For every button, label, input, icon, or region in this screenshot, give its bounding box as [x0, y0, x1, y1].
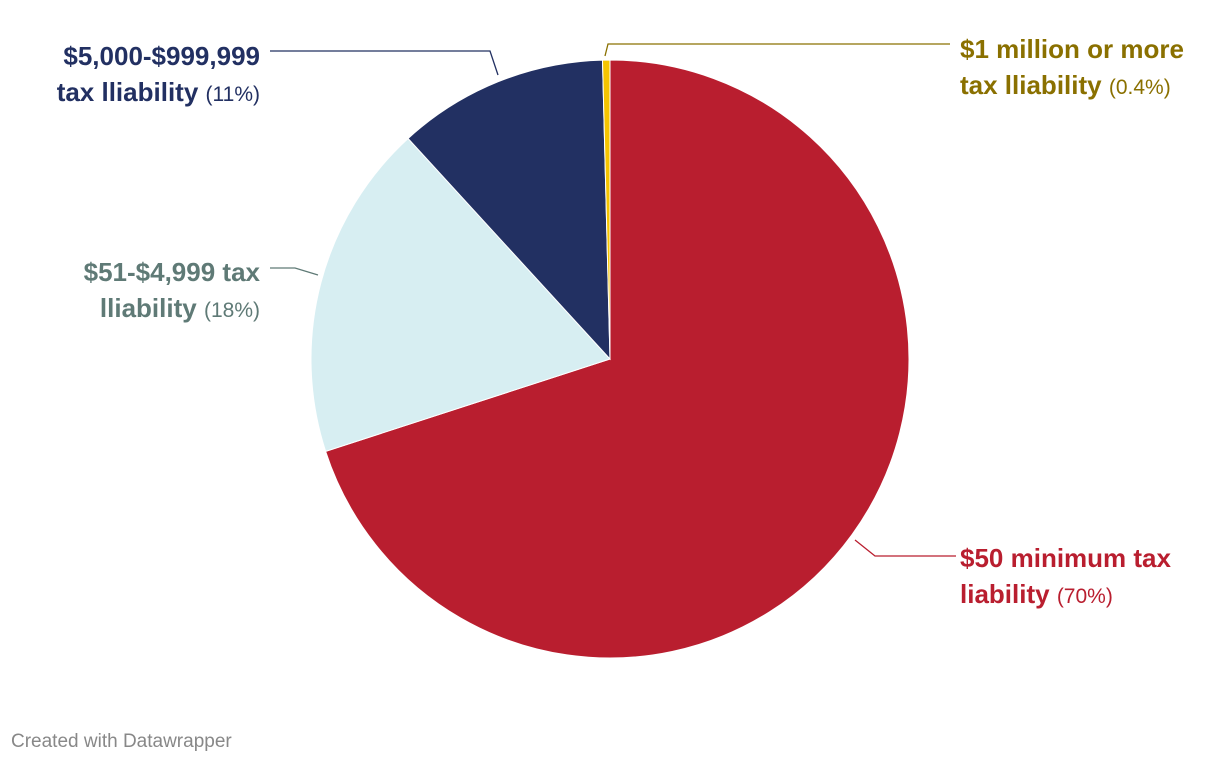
slice-label-51-4999-line2: lliability: [99, 293, 197, 323]
connector-line-1-million: [604, 43, 950, 57]
slice-label-min-tax: $50 minimum tax liability (70%): [960, 540, 1210, 615]
slice-51-4999: [310, 137, 611, 453]
slice-label-5000-999999: $5,000-$999,999 tax lliability (11%): [10, 38, 260, 113]
slice-label-1-million-line2: tax lliability: [960, 70, 1102, 100]
slice-label-5000-999999-line2: tax lliability: [56, 77, 199, 107]
slice-1-million: [601, 59, 611, 360]
pie-slices: [310, 59, 910, 659]
slice-label-1-million: $1 million or more tax lliability (0.4%): [960, 31, 1215, 106]
slice-label-5000-999999-line1: $5,000-$999,999: [63, 41, 260, 71]
label-connectors: [270, 43, 956, 557]
slice-5000-999999: [407, 59, 611, 361]
slice-min-tax: [324, 59, 910, 659]
slice-label-5000-999999-percent: (11%): [205, 83, 260, 106]
slice-label-1-million-line1: $1 million or more: [960, 34, 1184, 64]
slice-label-1-million-percent: (0.4%): [1108, 76, 1171, 99]
connector-line-51-4999: [270, 267, 319, 276]
connector-line-min-tax: [854, 539, 956, 557]
slice-label-min-tax-percent: (70%): [1056, 585, 1113, 608]
slice-label-min-tax-line2: liability: [960, 579, 1050, 609]
connector-line-5000-999999: [270, 50, 499, 76]
slice-label-51-4999-line1: $51-$4,999 tax: [83, 257, 260, 287]
slice-label-51-4999: $51-$4,999 tax lliability (18%): [30, 254, 260, 329]
slice-label-min-tax-line1: $50 minimum tax: [960, 543, 1171, 573]
slice-label-51-4999-percent: (18%): [203, 299, 260, 322]
datawrapper-credit: Created with Datawrapper: [11, 731, 232, 752]
